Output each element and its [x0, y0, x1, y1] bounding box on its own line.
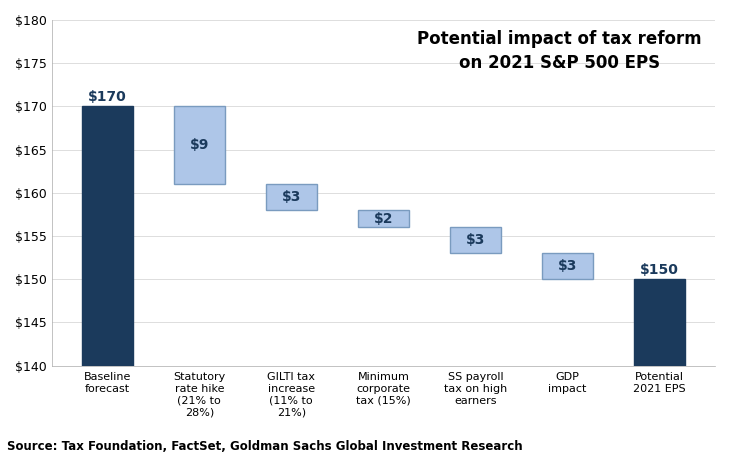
Text: $2: $2 [374, 212, 393, 226]
Text: $170: $170 [88, 90, 126, 104]
Text: $3: $3 [466, 233, 485, 247]
Text: Potential impact of tax reform
on 2021 S&P 500 EPS: Potential impact of tax reform on 2021 S… [417, 30, 702, 72]
Bar [542, 253, 593, 279]
Text: $9: $9 [190, 138, 209, 152]
Text: $3: $3 [558, 259, 577, 273]
Bar [82, 106, 133, 365]
Bar [450, 228, 501, 253]
Bar [634, 279, 685, 365]
Text: Source: Tax Foundation, FactSet, Goldman Sachs Global Investment Research: Source: Tax Foundation, FactSet, Goldman… [7, 440, 523, 453]
Bar [358, 210, 409, 228]
Text: $150: $150 [640, 263, 679, 277]
Text: $3: $3 [282, 190, 301, 204]
Bar [266, 184, 317, 210]
Bar [174, 106, 225, 184]
